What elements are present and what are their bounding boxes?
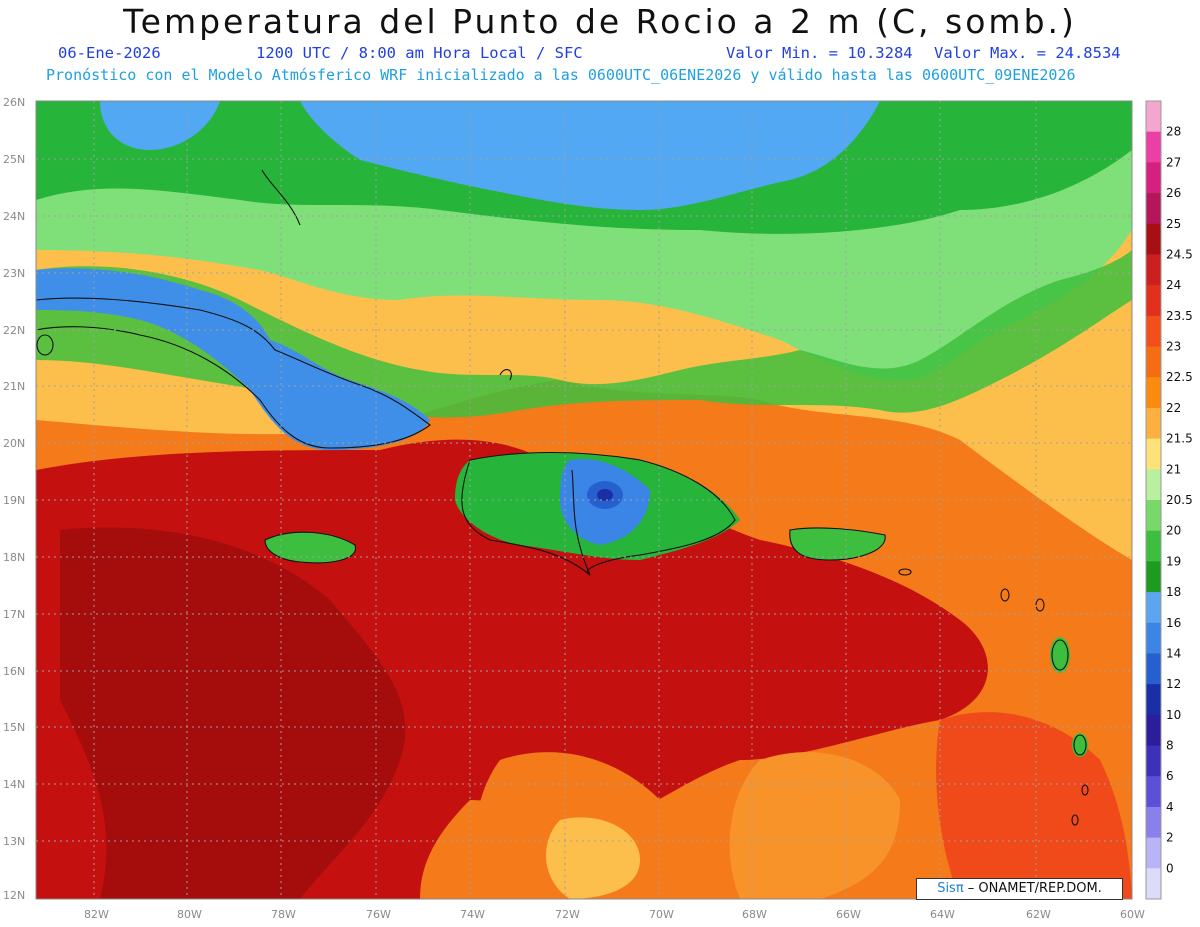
- colorbar-label: 21: [1166, 462, 1181, 476]
- lat-label: 19N: [3, 494, 25, 507]
- latitude-labels: 26N 25N 24N 23N 22N 21N 20N 19N 18N 17N …: [3, 96, 25, 902]
- lon-label: 76W: [366, 908, 391, 921]
- credit-text: – ONAMET/REP.DOM.: [963, 881, 1102, 896]
- lat-label: 24N: [3, 210, 25, 223]
- colorbar-swatch: [1146, 684, 1161, 716]
- lat-label: 14N: [3, 778, 25, 791]
- colorbar-swatch: [1146, 315, 1161, 348]
- colorbar-label: 27: [1166, 155, 1181, 169]
- colorbar-label: 0: [1166, 861, 1174, 875]
- colorbar-label: 20: [1166, 524, 1181, 538]
- valor-min: Valor Min. = 10.3284: [726, 44, 913, 62]
- lat-label: 16N: [3, 665, 25, 678]
- lon-label: 64W: [930, 908, 955, 921]
- colorbar-swatch: [1146, 407, 1161, 440]
- lon-label: 82W: [84, 908, 109, 921]
- colorbar-label: 26: [1166, 186, 1181, 200]
- colorbar-swatch: [1146, 592, 1161, 624]
- lon-label: 72W: [555, 908, 580, 921]
- map-title: Temperatura del Punto de Rocio a 2 m (C,…: [123, 2, 1077, 41]
- colorbar-swatch: [1146, 622, 1161, 654]
- colorbar-swatch: [1146, 131, 1161, 163]
- credit-box: Sisπ – ONAMET/REP.DOM.: [916, 878, 1123, 900]
- colorbar-label: 19: [1166, 554, 1181, 568]
- forecast-date: 06-Ene-2026: [58, 44, 161, 62]
- lon-label: 68W: [742, 908, 767, 921]
- credit-brand: Sisπ: [937, 881, 964, 896]
- colorbar-label: 12: [1166, 677, 1181, 691]
- colorbar-swatch: [1146, 500, 1161, 532]
- lat-label: 12N: [3, 889, 25, 902]
- lon-label: 60W: [1120, 908, 1145, 921]
- colorbar-label: 10: [1166, 708, 1181, 722]
- lon-label: 66W: [836, 908, 861, 921]
- lat-label: 13N: [3, 835, 25, 848]
- colorbar-label: 6: [1166, 769, 1174, 783]
- colorbar-label: 16: [1166, 616, 1181, 630]
- lat-label: 23N: [3, 267, 25, 280]
- colorbar-swatch: [1146, 561, 1161, 593]
- colorbar-swatch: [1146, 346, 1161, 378]
- colorbar-swatch: [1146, 254, 1161, 286]
- colorbar-label: 28: [1166, 125, 1181, 139]
- colorbar-swatch: [1146, 193, 1161, 225]
- colorbar-label: 24.5: [1166, 247, 1193, 261]
- colorbar-label: 23: [1166, 340, 1181, 354]
- lon-label: 78W: [271, 908, 296, 921]
- colorbar-swatch: [1146, 653, 1161, 685]
- colorbar-label: 4: [1166, 800, 1174, 814]
- colorbar-label: 8: [1166, 739, 1174, 753]
- colorbar-swatch: [1146, 837, 1161, 869]
- forecast-time: 1200 UTC / 8:00 am Hora Local / SFC: [256, 44, 583, 62]
- colorbar-swatch: [1146, 806, 1161, 839]
- longitude-labels: 82W 80W 78W 76W 74W 72W 70W 68W 66W 64W …: [84, 908, 1145, 921]
- colorbar-swatch: [1146, 438, 1161, 470]
- colorbar: 2827262524.52423.52322.52221.52120.52019…: [1145, 100, 1193, 900]
- lon-label: 62W: [1026, 908, 1051, 921]
- colorbar-swatch: [1146, 776, 1161, 808]
- lat-label: 26N: [3, 96, 25, 109]
- colorbar-label: 20.5: [1166, 493, 1193, 507]
- colorbar-label: 18: [1166, 585, 1181, 599]
- colorbar-label: 25: [1166, 217, 1181, 231]
- colorbar-swatch: [1146, 162, 1161, 194]
- colorbar-label: 21.5: [1166, 432, 1193, 446]
- colorbar-swatch: [1146, 868, 1161, 900]
- colorbar-label: 2: [1166, 831, 1174, 845]
- colorbar-label: 23.5: [1166, 309, 1193, 323]
- colorbar-swatch: [1146, 469, 1161, 501]
- lat-label: 18N: [3, 551, 25, 564]
- colorbar-frame: [1145, 100, 1162, 900]
- lat-label: 20N: [3, 437, 25, 450]
- graticule: [36, 101, 1132, 899]
- lat-label: 25N: [3, 153, 25, 166]
- valor-max: Valor Max. = 24.8534: [934, 44, 1121, 62]
- map-frame: [35, 100, 1133, 900]
- colorbar-swatch: [1146, 377, 1161, 409]
- colorbar-swatch: [1146, 714, 1161, 747]
- colorbar-label: 14: [1166, 646, 1181, 660]
- lat-label: 17N: [3, 608, 25, 621]
- lat-label: 22N: [3, 324, 25, 337]
- lat-label: 21N: [3, 380, 25, 393]
- colorbar-swatch: [1146, 223, 1161, 255]
- colorbar-swatch: [1146, 530, 1161, 562]
- lat-label: 15N: [3, 721, 25, 734]
- colorbar-swatch: [1146, 745, 1161, 777]
- colorbar-label: 22.5: [1166, 370, 1193, 384]
- colorbar-label: 22: [1166, 401, 1181, 415]
- colorbar-swatch: [1146, 285, 1161, 317]
- model-description: Pronóstico con el Modelo Atmósferico WRF…: [46, 66, 1076, 84]
- colorbar-label: 24: [1166, 278, 1181, 292]
- lon-label: 70W: [649, 908, 674, 921]
- lon-label: 74W: [460, 908, 485, 921]
- colorbar-swatch: [1146, 101, 1161, 133]
- lon-label: 80W: [177, 908, 202, 921]
